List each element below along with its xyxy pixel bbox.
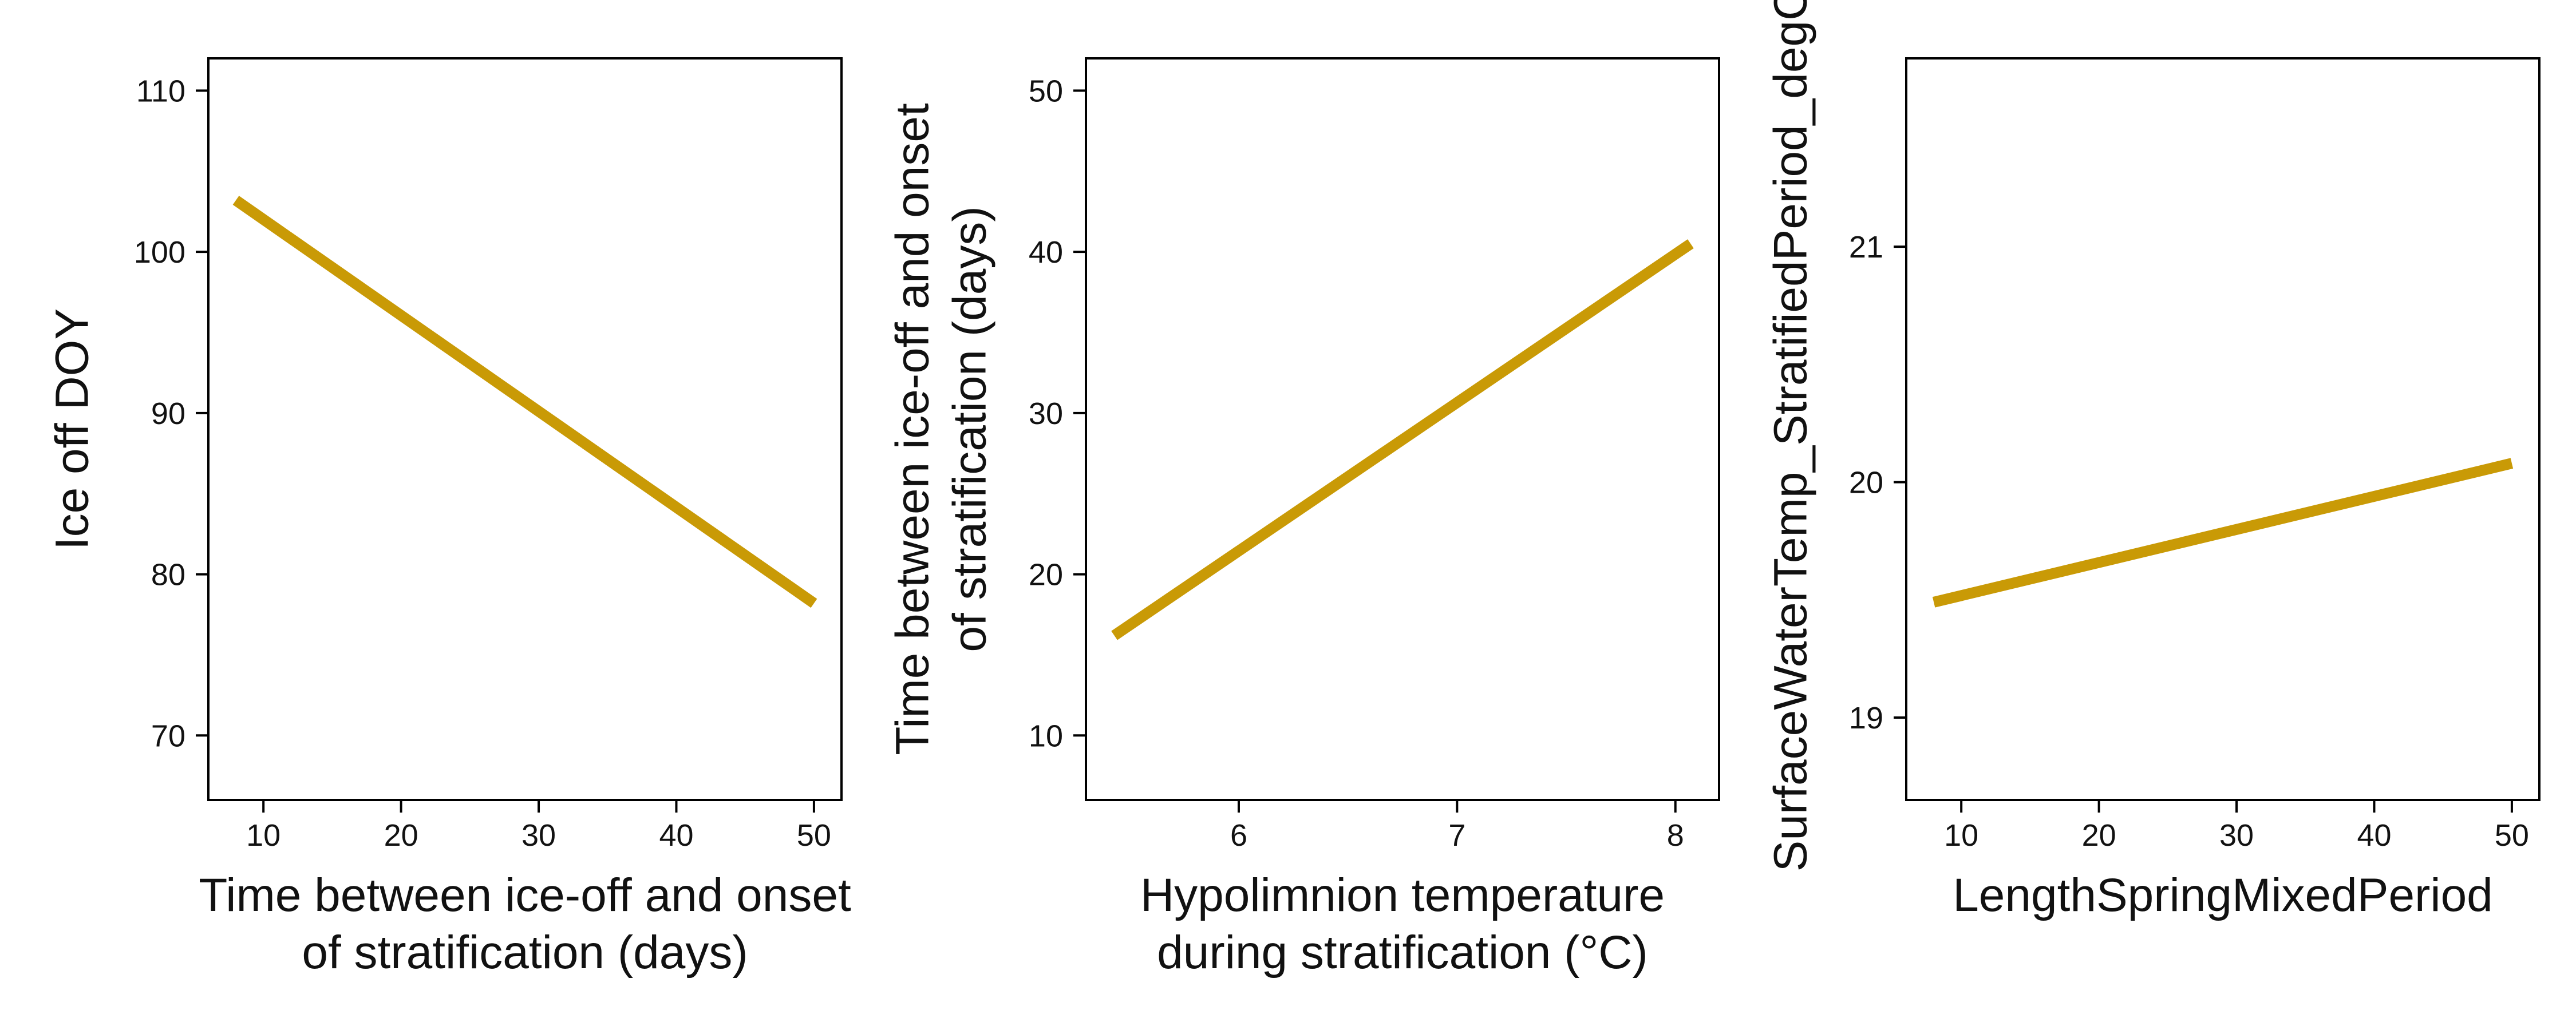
x-tick-label: 50 bbox=[797, 818, 831, 853]
plot-frame bbox=[207, 57, 843, 801]
x-tick-label: 20 bbox=[2082, 818, 2116, 853]
x-axis-title: during stratification (°C) bbox=[1157, 926, 1648, 978]
trend-line bbox=[1111, 239, 1694, 640]
y-tick-label: 110 bbox=[136, 74, 185, 108]
x-tick-label: 40 bbox=[2357, 818, 2391, 853]
panel-1: 10 20 30 40 50 70 80 90 100 110 Time between ice-o… bbox=[46, 57, 851, 978]
y-tick-label: 90 bbox=[151, 397, 185, 431]
y-tick-label: 100 bbox=[134, 235, 185, 270]
x-tick-label: 50 bbox=[2495, 818, 2529, 853]
y-tick-label: 30 bbox=[1029, 397, 1063, 431]
plot-frame bbox=[1905, 57, 2541, 801]
y-tick-label: 21 bbox=[1849, 230, 1883, 264]
x-tick-label: 6 bbox=[1230, 818, 1247, 853]
panel-2: 6 7 8 10 20 30 40 50 Hypolimnion temperatureduri… bbox=[887, 57, 1720, 978]
panel-3: 10 20 30 40 50 19 20 21 LengthSpringMixedPeriod S… bbox=[1765, 0, 2541, 921]
trend-line bbox=[1932, 458, 2514, 608]
y-tick-label: 19 bbox=[1849, 701, 1883, 735]
x-tick-label: 8 bbox=[1667, 818, 1684, 853]
y-tick-label: 20 bbox=[1029, 558, 1063, 592]
x-tick-label: 10 bbox=[246, 818, 280, 853]
plot-frame bbox=[1085, 57, 1720, 801]
y-tick-label: 20 bbox=[1849, 466, 1883, 500]
trend-line bbox=[232, 196, 817, 608]
x-tick-label: 10 bbox=[1944, 818, 1978, 853]
x-axis-title: Hypolimnion temperature bbox=[1140, 869, 1665, 921]
x-tick-label: 20 bbox=[384, 818, 418, 853]
x-tick-label: 40 bbox=[659, 818, 693, 853]
x-tick-label: 7 bbox=[1448, 818, 1465, 853]
y-tick-label: 70 bbox=[151, 719, 185, 753]
x-tick-label: 30 bbox=[2219, 818, 2254, 853]
x-axis-title: LengthSpringMixedPeriod bbox=[1953, 869, 2493, 921]
y-axis-title: Ice off DOY bbox=[46, 308, 98, 550]
x-tick-label: 30 bbox=[521, 818, 556, 853]
y-tick-label: 40 bbox=[1029, 235, 1063, 270]
y-tick-label: 80 bbox=[151, 558, 185, 592]
y-axis-title: Time between ice-off and onset bbox=[887, 103, 939, 755]
y-axis-title: SurfaceWaterTemp_StratifiedPeriod_degC bbox=[1765, 0, 1817, 871]
y-axis-title: of stratification (days) bbox=[944, 206, 996, 652]
y-tick-label: 50 bbox=[1029, 74, 1063, 108]
y-tick-label: 10 bbox=[1029, 719, 1063, 753]
x-axis-title: Time between ice-off and onset bbox=[199, 869, 851, 921]
x-axis-title: of stratification (days) bbox=[302, 926, 748, 978]
